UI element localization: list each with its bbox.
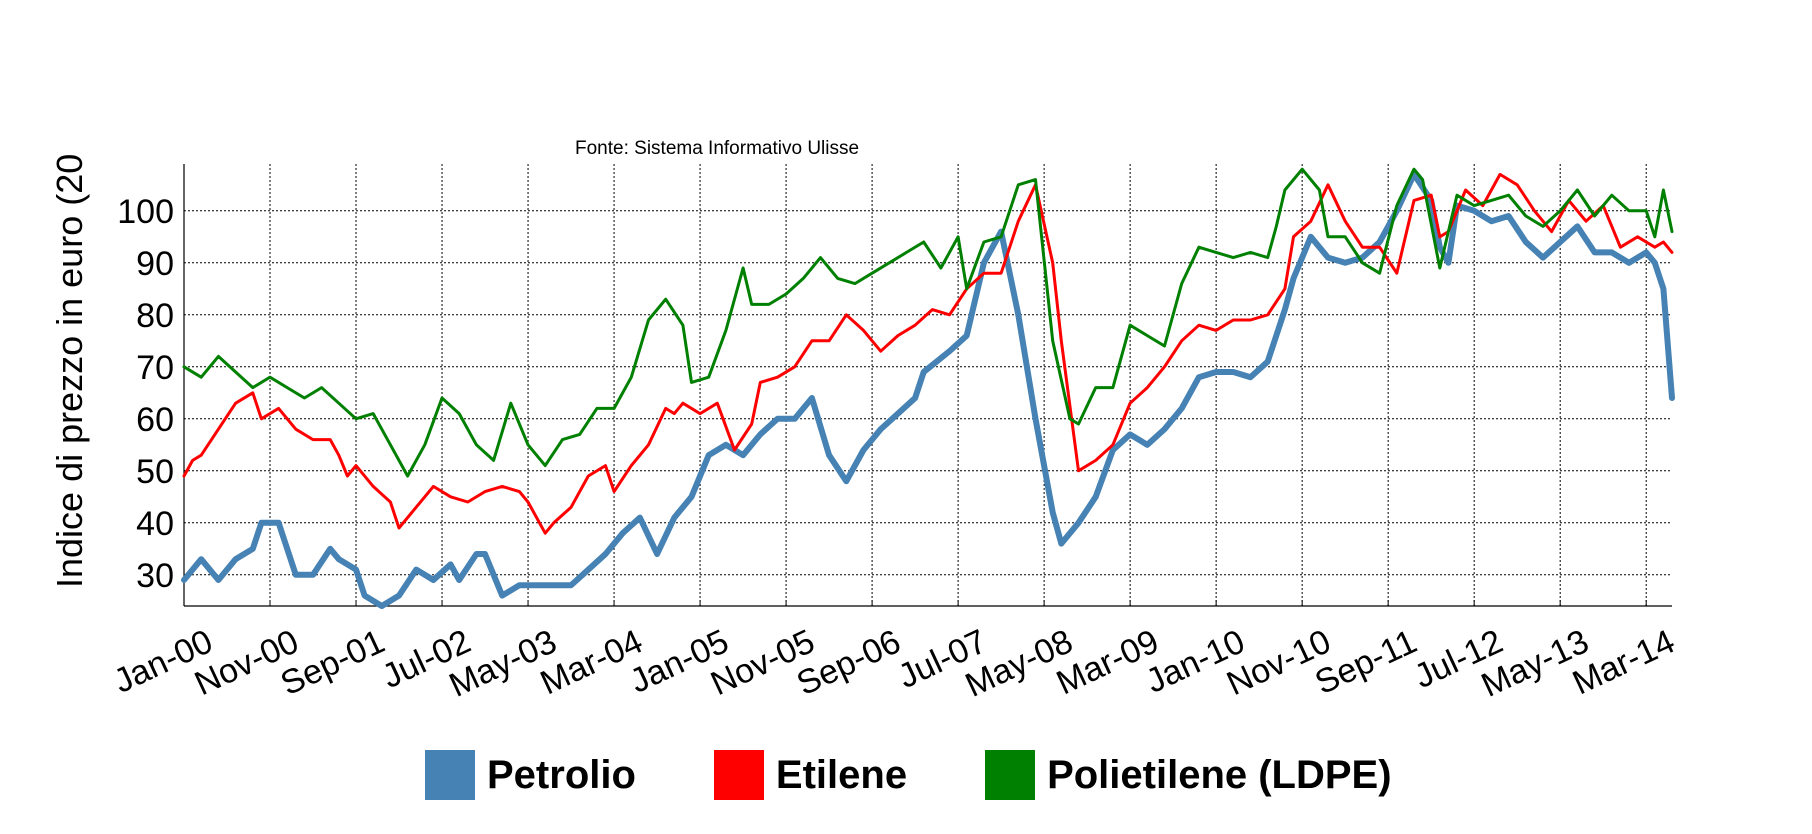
y-tick-label: 90 (136, 245, 174, 283)
legend-item-petrolio: Petrolio (425, 750, 636, 800)
x-tick-labels: Jan-00Nov-00Sep-01Jul-02May-03Mar-04Jan-… (108, 622, 1680, 704)
legend-swatch-etilene (713, 750, 764, 800)
chart-subtitle: Fonte: Sistema Informativo Ulisse (575, 138, 859, 159)
y-tick-label: 60 (136, 401, 174, 439)
series-line-polietilene-ldpe (182, 167, 1674, 478)
series-line-etilene (182, 172, 1674, 535)
legend-swatch-petrolio (425, 750, 475, 800)
y-tick-label: 40 (136, 505, 174, 543)
legend-label-petrolio: Petrolio (487, 752, 636, 797)
y-tick-label: 100 (117, 193, 174, 231)
x-tick-label: Sep-11 (1309, 622, 1422, 702)
y-tick-label: 50 (136, 453, 174, 491)
legend-item-polietilene: Polietilene (LDPE) (985, 750, 1392, 800)
y-axis-label: Indice di prezzo in euro (20 (49, 154, 90, 588)
legend-item-etilene: Etilene (713, 750, 908, 800)
y-tick-labels: 30 40 50 60 70 80 90 100 (117, 193, 174, 595)
axes (183, 164, 1672, 607)
legend: Petrolio Etilene Polietilene (LDPE) (425, 748, 1470, 802)
legend-label-etilene: Etilene (775, 752, 908, 797)
legend-swatch-polietilene (985, 750, 1036, 800)
y-tick-label: 30 (136, 557, 174, 595)
y-tick-label: 80 (136, 297, 174, 335)
series-line-petrolio (181, 171, 1675, 609)
legend-label-polietilene: Polietilene (LDPE) (1047, 752, 1392, 797)
y-tick-label: 70 (136, 349, 174, 387)
series-lines (181, 167, 1675, 609)
